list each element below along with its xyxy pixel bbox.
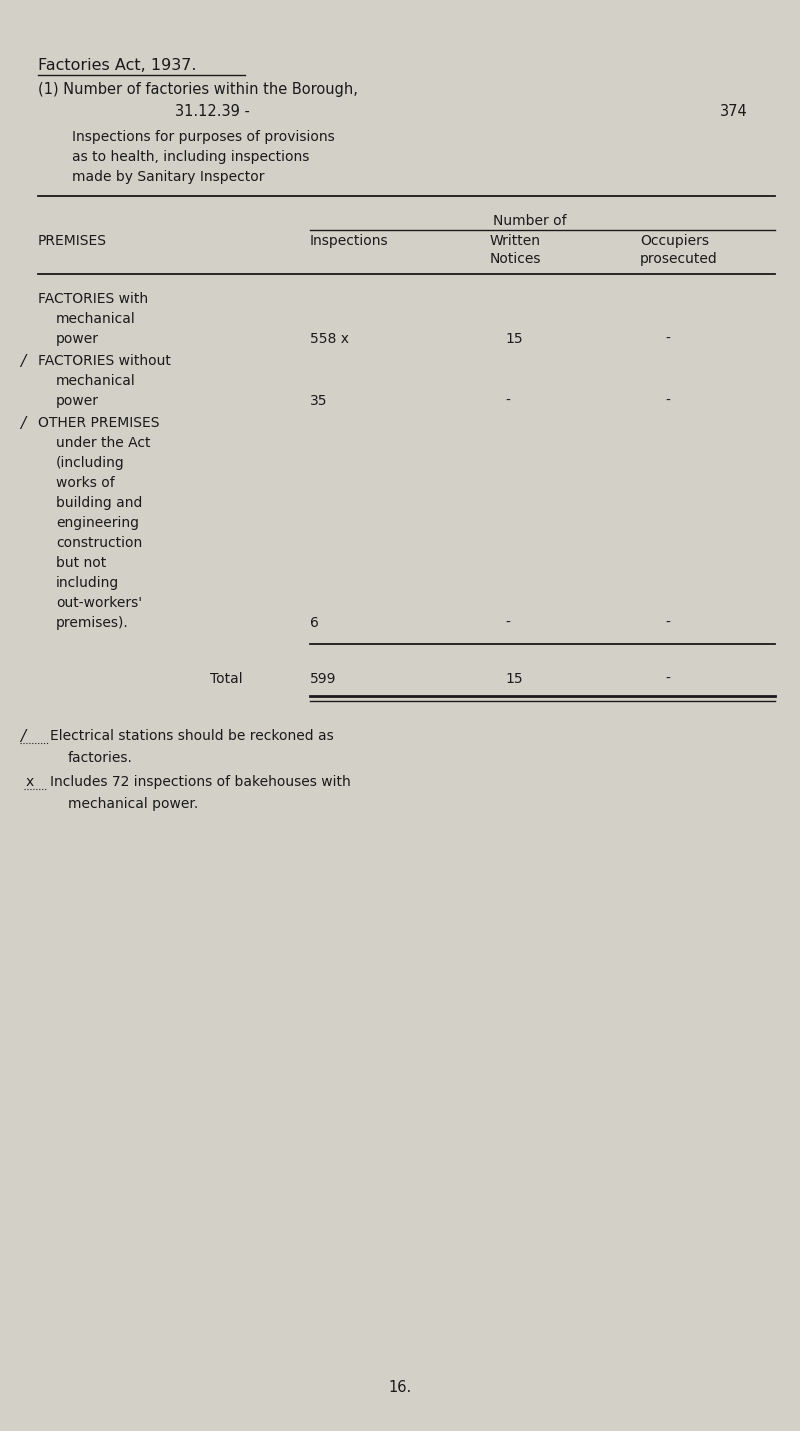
Text: mechanical: mechanical: [56, 312, 136, 326]
Text: /: /: [20, 353, 25, 369]
Text: 31.12.39 -: 31.12.39 -: [175, 104, 250, 119]
Text: Written: Written: [490, 235, 541, 248]
Text: -: -: [505, 615, 510, 630]
Text: construction: construction: [56, 537, 142, 550]
Text: engineering: engineering: [56, 517, 139, 529]
Text: PREMISES: PREMISES: [38, 235, 107, 248]
Text: -: -: [665, 673, 670, 685]
Text: x: x: [26, 776, 34, 788]
Text: 16.: 16.: [388, 1379, 412, 1395]
Text: 374: 374: [720, 104, 748, 119]
Text: Number of: Number of: [493, 215, 567, 228]
Text: Notices: Notices: [490, 252, 542, 266]
Text: Occupiers: Occupiers: [640, 235, 709, 248]
Text: power: power: [56, 394, 99, 408]
Text: Factories Act, 1937.: Factories Act, 1937.: [38, 59, 197, 73]
Text: Includes 72 inspections of bakehouses with: Includes 72 inspections of bakehouses wi…: [50, 776, 350, 788]
Text: -: -: [505, 394, 510, 408]
Text: power: power: [56, 332, 99, 346]
Text: building and: building and: [56, 497, 142, 509]
Text: prosecuted: prosecuted: [640, 252, 718, 266]
Text: as to health, including inspections: as to health, including inspections: [72, 150, 310, 165]
Text: -: -: [665, 615, 670, 630]
Text: Electrical stations should be reckoned as: Electrical stations should be reckoned a…: [50, 728, 334, 743]
Text: mechanical: mechanical: [56, 373, 136, 388]
Text: factories.: factories.: [68, 751, 133, 766]
Text: OTHER PREMISES: OTHER PREMISES: [38, 416, 159, 429]
Text: FACTORIES with: FACTORIES with: [38, 292, 148, 306]
Text: out-workers': out-workers': [56, 595, 142, 610]
Text: 15: 15: [505, 332, 522, 346]
Text: (including: (including: [56, 456, 125, 469]
Text: /: /: [20, 416, 25, 431]
Text: 35: 35: [310, 394, 327, 408]
Text: 558 x: 558 x: [310, 332, 349, 346]
Text: 599: 599: [310, 673, 337, 685]
Text: Inspections for purposes of provisions: Inspections for purposes of provisions: [72, 130, 334, 145]
Text: but not: but not: [56, 557, 106, 570]
Text: Inspections: Inspections: [310, 235, 389, 248]
Text: works of: works of: [56, 477, 114, 489]
Text: including: including: [56, 577, 119, 590]
Text: FACTORIES without: FACTORIES without: [38, 353, 171, 368]
Text: -: -: [665, 394, 670, 408]
Text: 6: 6: [310, 615, 319, 630]
Text: made by Sanitary Inspector: made by Sanitary Inspector: [72, 170, 265, 185]
Text: under the Act: under the Act: [56, 436, 150, 449]
Text: /: /: [20, 728, 25, 744]
Text: -: -: [665, 332, 670, 346]
Text: Total: Total: [210, 673, 242, 685]
Text: mechanical power.: mechanical power.: [68, 797, 198, 811]
Text: (1) Number of factories within the Borough,: (1) Number of factories within the Borou…: [38, 82, 358, 97]
Text: premises).: premises).: [56, 615, 129, 630]
Text: 15: 15: [505, 673, 522, 685]
